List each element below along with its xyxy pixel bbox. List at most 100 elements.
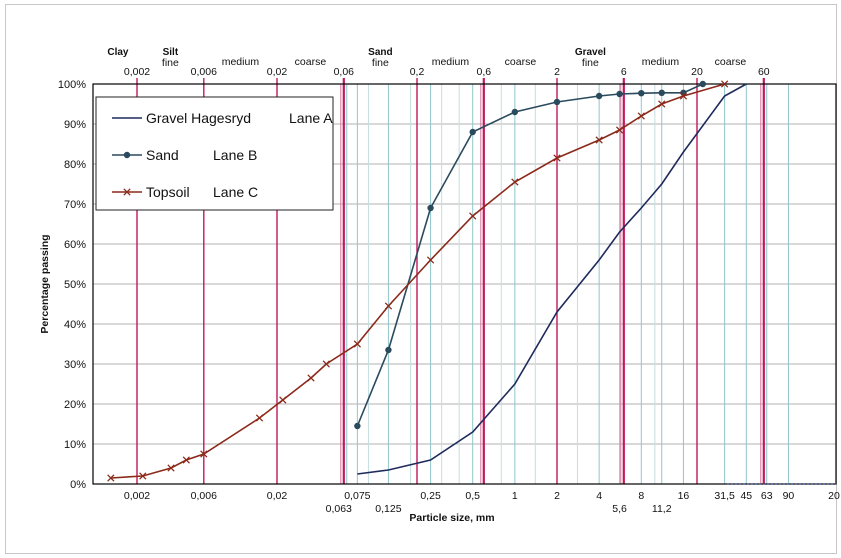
class-boundary-label: 0,6: [476, 66, 491, 78]
x-tick-label: 45: [740, 490, 752, 502]
series-line: [356, 83, 704, 427]
x-tick-label: 0,002: [124, 490, 150, 502]
x-tick-label: 90: [783, 490, 795, 502]
y-tick-label: 100%: [58, 79, 86, 91]
y-tick-label: 20%: [64, 399, 86, 411]
x-tick-label: 0,006: [191, 490, 217, 502]
x-tick-label: 16: [678, 490, 690, 502]
legend-lane-label: Lane C: [213, 184, 258, 200]
x-tick-label: 8: [638, 490, 644, 502]
soil-subclass-label: medium: [222, 56, 260, 68]
class-boundary-label: 0,2: [410, 66, 425, 78]
x-tick-label: 31,5: [714, 490, 735, 502]
x-tick-label: 0,02: [267, 490, 288, 502]
soil-subclass-label: coarse: [505, 56, 537, 68]
data-point: [426, 256, 435, 264]
y-tick-label: 70%: [64, 199, 86, 211]
x-tick-label: 0,25: [420, 490, 441, 502]
data-point: [595, 136, 603, 144]
x-tick-label: 2: [554, 490, 560, 502]
y-tick-label: 30%: [64, 359, 86, 371]
data-point: [139, 472, 147, 480]
soil-class-label: Clay: [107, 47, 129, 58]
y-tick-label: 90%: [64, 119, 86, 131]
x-tick-label: 20: [828, 490, 840, 502]
data-point: [322, 360, 330, 368]
class-boundary-label: 0,02: [267, 66, 288, 78]
data-point: [615, 126, 624, 134]
data-point: [658, 100, 666, 108]
x-tick-label: 0,125: [375, 503, 401, 515]
data-point: [384, 302, 393, 310]
soil-subclass-label: fine: [372, 57, 389, 69]
data-point: [511, 178, 519, 186]
data-point: [637, 112, 645, 120]
soil-subclass-label: coarse: [715, 56, 747, 68]
soil-subclass-label: medium: [432, 56, 470, 68]
legend-series-name: Sand: [146, 147, 179, 163]
x-tick-label: 63: [761, 490, 773, 502]
class-boundary-label: 0,002: [124, 66, 150, 78]
x-tick-label: 0,075: [344, 490, 370, 502]
legend-marker: [123, 151, 131, 159]
soil-class-label: Gravel: [575, 47, 606, 58]
data-point: [307, 374, 315, 382]
data-point: [385, 346, 392, 354]
data-point: [616, 90, 623, 98]
data-point: [595, 92, 603, 100]
x-tick-label: 4: [596, 490, 602, 502]
data-point: [638, 90, 645, 97]
data-point: [182, 456, 190, 464]
legend-series-name: Topsoil: [146, 184, 190, 200]
data-point: [279, 396, 287, 404]
legend-marker: [123, 188, 131, 196]
series-line: [357, 83, 747, 475]
soil-class-label: Silt: [163, 47, 179, 58]
data-point: [167, 464, 175, 472]
x-tick-label: 5,6: [612, 503, 627, 515]
data-point: [553, 98, 561, 106]
data-point: [469, 212, 477, 220]
class-boundary-label: 0,06: [334, 66, 355, 78]
data-point: [679, 92, 688, 100]
data-point: [200, 450, 208, 458]
data-point: [469, 128, 476, 136]
x-tick-label: 0,5: [465, 490, 480, 502]
data-point: [354, 422, 361, 430]
data-point: [427, 204, 434, 212]
class-boundary-label: 0,006: [191, 66, 217, 78]
data-point: [720, 80, 729, 88]
legend-lane-label: Lane B: [213, 147, 257, 163]
data-point: [107, 474, 115, 482]
class-boundary-label: 6: [621, 66, 627, 78]
y-tick-label: 60%: [64, 239, 86, 251]
y-axis-title: Percentage passing: [39, 234, 51, 333]
x-axis-title: Particle size, mm: [409, 512, 494, 524]
soil-subclass-label: medium: [642, 56, 680, 68]
data-point: [255, 414, 264, 422]
plot-border: [92, 83, 837, 485]
legend-lane-label: Lane A: [289, 110, 333, 126]
y-tick-label: 10%: [64, 439, 86, 451]
y-tick-label: 40%: [64, 319, 86, 331]
soil-subclass-label: fine: [582, 57, 599, 69]
y-tick-label: 0%: [70, 479, 86, 491]
x-tick-label: 1: [512, 490, 518, 502]
data-point: [699, 80, 706, 88]
class-boundary-label: 2: [554, 66, 560, 78]
x-tick-label: 0,063: [326, 503, 352, 515]
data-point: [353, 340, 362, 348]
data-point: [511, 108, 519, 116]
data-point: [658, 89, 665, 97]
soil-subclass-label: fine: [162, 57, 179, 69]
class-boundary-label: 20: [691, 66, 703, 78]
y-tick-label: 80%: [64, 159, 86, 171]
y-tick-label: 50%: [64, 279, 86, 291]
soil-class-label: Sand: [368, 47, 392, 58]
soil-subclass-label: coarse: [295, 56, 327, 68]
legend-series-name: Gravel Hagesryd: [146, 110, 251, 126]
legend-box: [95, 96, 334, 211]
x-tick-label: 11,2: [652, 503, 672, 515]
class-boundary-label: 60: [758, 66, 770, 78]
